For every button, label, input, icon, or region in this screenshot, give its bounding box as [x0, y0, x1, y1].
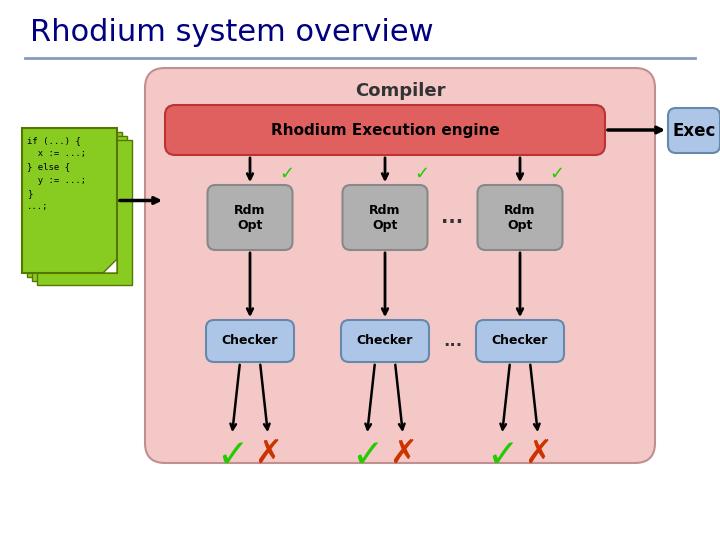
FancyBboxPatch shape: [37, 140, 132, 285]
Text: ✗: ✗: [254, 437, 282, 470]
FancyBboxPatch shape: [341, 320, 429, 362]
Text: if (...) {
  x := ...;
} else {
  y := ...;
}
...;: if (...) { x := ...; } else { y := ...; …: [27, 136, 86, 211]
Text: Checker: Checker: [357, 334, 413, 348]
Text: Exec: Exec: [672, 122, 716, 139]
FancyBboxPatch shape: [27, 132, 122, 277]
Text: Checker: Checker: [222, 334, 278, 348]
FancyBboxPatch shape: [207, 185, 292, 250]
Text: ...: ...: [441, 208, 464, 227]
FancyBboxPatch shape: [145, 68, 655, 463]
FancyBboxPatch shape: [22, 128, 117, 273]
FancyBboxPatch shape: [476, 320, 564, 362]
Text: Rdm
Opt: Rdm Opt: [369, 204, 401, 232]
Text: ✓: ✓: [486, 437, 518, 475]
FancyBboxPatch shape: [477, 185, 562, 250]
Text: Rdm
Opt: Rdm Opt: [234, 204, 266, 232]
FancyBboxPatch shape: [165, 105, 605, 155]
Text: ✓: ✓: [279, 165, 294, 183]
Text: ✗: ✗: [524, 437, 552, 470]
Text: ✗: ✗: [389, 437, 417, 470]
Polygon shape: [103, 259, 117, 273]
FancyBboxPatch shape: [668, 108, 720, 153]
Text: ✓: ✓: [351, 437, 383, 475]
Text: Compiler: Compiler: [355, 82, 445, 100]
Text: ✓: ✓: [415, 165, 430, 183]
Text: ...: ...: [443, 332, 462, 350]
Text: ✓: ✓: [216, 437, 248, 475]
Text: ✓: ✓: [549, 165, 564, 183]
FancyBboxPatch shape: [32, 136, 127, 281]
Text: Rhodium Execution engine: Rhodium Execution engine: [271, 123, 500, 138]
Text: Rdm
Opt: Rdm Opt: [504, 204, 536, 232]
FancyBboxPatch shape: [343, 185, 428, 250]
FancyBboxPatch shape: [206, 320, 294, 362]
Text: Checker: Checker: [492, 334, 548, 348]
Text: Rhodium system overview: Rhodium system overview: [30, 18, 433, 47]
